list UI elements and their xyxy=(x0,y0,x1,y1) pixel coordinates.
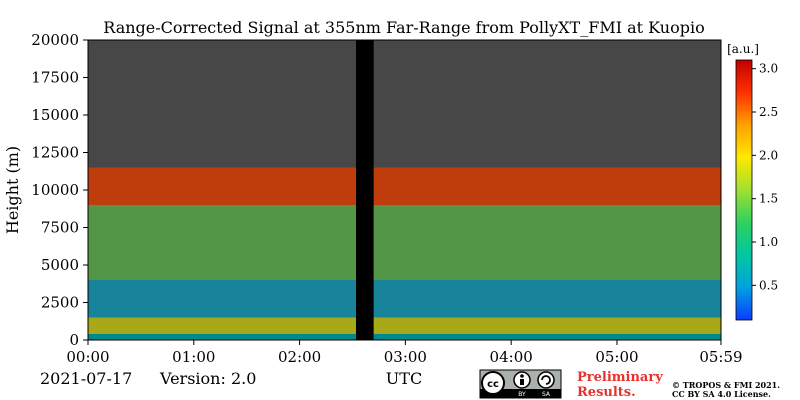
x-tick-label: 00:00 xyxy=(66,348,109,366)
svg-text:cc: cc xyxy=(487,379,499,390)
colorbar-ticks: 0.5 1.0 1.5 2.0 2.5 3.0 xyxy=(752,62,778,292)
colorbar-label: [a.u.] xyxy=(727,42,759,56)
preliminary-line1: Preliminary xyxy=(577,370,663,385)
chart-title: Range-Corrected Signal at 355nm Far-Rang… xyxy=(103,18,704,37)
x-tick-label: 02:00 xyxy=(278,348,321,366)
signal-layer xyxy=(88,280,721,318)
signal-layer xyxy=(88,40,721,168)
x-tick-label: 03:00 xyxy=(384,348,427,366)
colorbar-tick-label: 1.0 xyxy=(759,235,778,249)
version-label: Version: 2.0 xyxy=(159,369,256,388)
data-gap xyxy=(356,40,374,340)
y-tick-label: 12500 xyxy=(31,144,79,162)
x-axis-label: UTC xyxy=(386,369,422,388)
colorbar-tick-label: 0.5 xyxy=(759,278,778,292)
x-tick-label: 04:00 xyxy=(490,348,533,366)
y-tick-label: 10000 xyxy=(31,181,79,199)
preliminary-line2: Results. xyxy=(577,385,636,400)
y-tick-label: 5000 xyxy=(41,256,79,274)
cc-icon xyxy=(481,371,505,395)
badge-sa-text: SA xyxy=(542,391,551,398)
colorbar-tick-label: 2.0 xyxy=(759,148,778,162)
y-tick-label: 0 xyxy=(69,331,79,349)
x-tick-label: 05:00 xyxy=(595,348,638,366)
y-tick-label: 20000 xyxy=(31,31,79,49)
signal-layer xyxy=(88,167,721,205)
copyright-line1: © TROPOS & FMI 2021. xyxy=(672,380,780,390)
signal-layer xyxy=(88,205,721,280)
badge-by-text: BY xyxy=(518,391,526,398)
copyright-line2: CC BY SA 4.0 License. xyxy=(672,389,771,399)
signal-layers xyxy=(88,40,721,340)
y-tick-label: 17500 xyxy=(31,69,79,87)
colorbar-tick-label: 2.5 xyxy=(759,105,778,119)
sa-share-icon xyxy=(537,371,555,389)
colorbar xyxy=(735,59,753,321)
y-axis-label: Height (m) xyxy=(3,146,22,234)
signal-layer xyxy=(88,334,721,340)
x-axis: 00:00 01:00 02:00 03:00 04:00 05:00 05:59 xyxy=(66,340,743,366)
x-tick-label: 05:59 xyxy=(699,348,742,366)
date-label: 2021-07-17 xyxy=(40,369,132,388)
x-tick-label: 01:00 xyxy=(172,348,215,366)
y-tick-label: 2500 xyxy=(41,294,79,312)
signal-layer xyxy=(88,317,721,334)
y-tick-label: 7500 xyxy=(41,219,79,237)
colorbar-tick-label: 3.0 xyxy=(759,62,778,76)
cc-license-badge: cc BY SA xyxy=(479,369,562,399)
y-tick-label: 15000 xyxy=(31,106,79,124)
colorbar-tick-label: 1.5 xyxy=(759,192,778,206)
y-axis: 0 2500 5000 7500 10000 12500 15000 17500 20000 xyxy=(31,31,88,349)
